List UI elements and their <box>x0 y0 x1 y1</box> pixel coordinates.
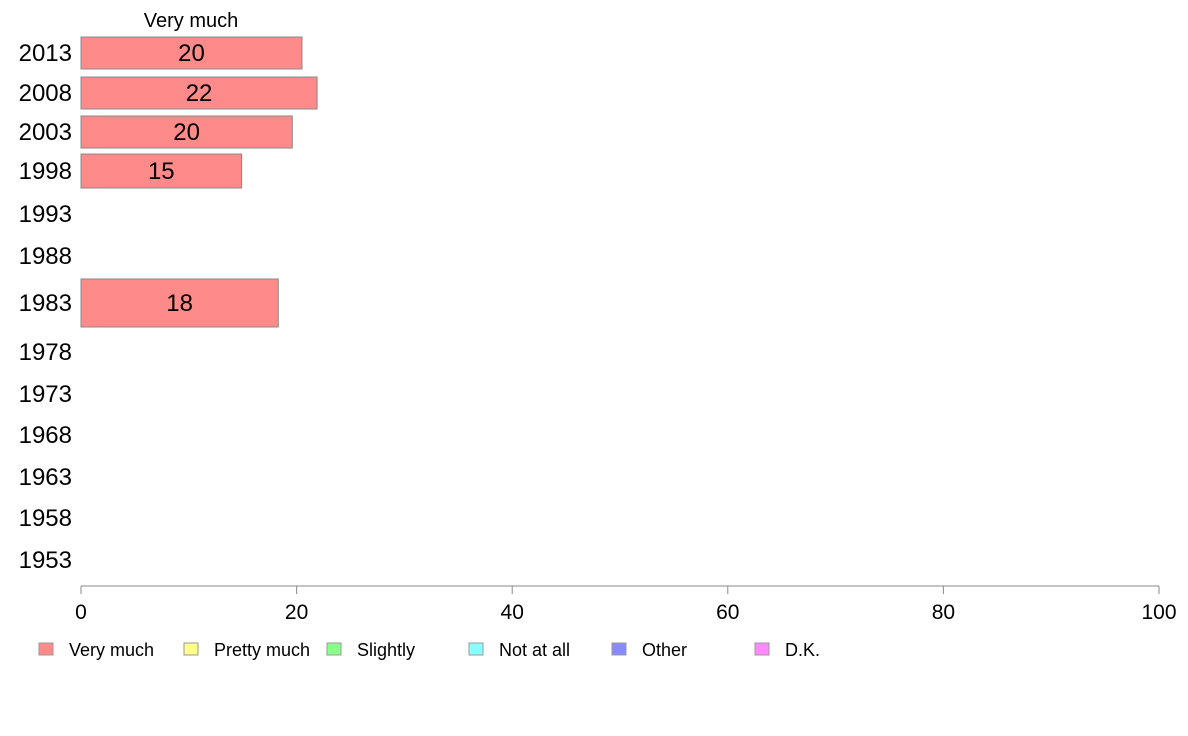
bar <box>80 153 243 189</box>
data-label: 22 <box>186 80 213 107</box>
legend-swatch <box>611 642 627 656</box>
legend-swatch <box>183 642 199 656</box>
bar <box>80 115 293 149</box>
legend-label: Not at all <box>499 640 570 660</box>
legend-swatch <box>38 642 54 656</box>
data-label: 18 <box>166 290 193 317</box>
bar <box>80 76 318 110</box>
x-axis: 0 20 40 60 80 100 <box>75 585 1177 624</box>
y-tick-label: 1953 <box>19 547 72 574</box>
y-tick-label: 1978 <box>19 339 72 366</box>
legend-swatch <box>468 642 484 656</box>
legend-label: Slightly <box>357 640 415 660</box>
bar <box>80 278 279 328</box>
y-tick-label: 1983 <box>19 290 72 317</box>
x-tick-label: 40 <box>501 601 524 624</box>
y-tick-label: 2013 <box>19 40 72 67</box>
y-tick-label: 2008 <box>19 80 72 107</box>
x-tick-label: 80 <box>932 601 955 624</box>
legend-label: Very much <box>69 640 154 660</box>
legend-label: Pretty much <box>214 640 310 660</box>
data-label: 20 <box>178 40 205 67</box>
legend: Very much Pretty much Slightly Not at all Ot… <box>38 640 820 660</box>
legend-swatch <box>754 642 770 656</box>
y-tick-label: 1963 <box>19 464 72 491</box>
y-tick-label: 1988 <box>19 243 72 270</box>
x-tick-label: 100 <box>1141 601 1176 624</box>
x-tick-label: 60 <box>716 601 739 624</box>
x-tick-label: 0 <box>75 601 87 624</box>
y-tick-label: 1973 <box>19 381 72 408</box>
bar <box>80 36 303 70</box>
y-axis-labels: 2013 2008 2003 1998 1993 1988 1983 1978 1973 1968… <box>19 40 72 574</box>
y-tick-label: 1998 <box>19 158 72 185</box>
legend-label: Other <box>642 640 687 660</box>
data-label: 15 <box>148 158 175 185</box>
bars: 20 22 20 15 18 <box>80 36 318 328</box>
chart-title: Very much <box>144 10 238 32</box>
y-tick-label: 2003 <box>19 119 72 146</box>
y-tick-label: 1968 <box>19 422 72 449</box>
x-tick-label: 20 <box>285 601 308 624</box>
y-tick-label: 1958 <box>19 505 72 532</box>
legend-swatch <box>326 642 342 656</box>
legend-label: D.K. <box>785 640 820 660</box>
y-tick-label: 1993 <box>19 201 72 228</box>
data-label: 20 <box>173 119 200 146</box>
